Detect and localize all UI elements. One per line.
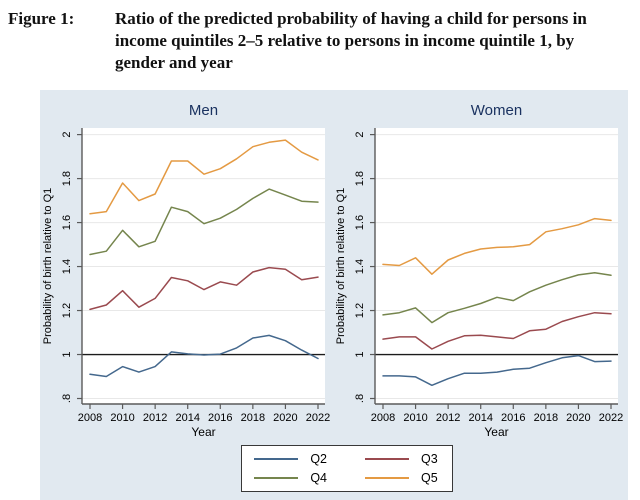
q5-line-swatch [365, 477, 409, 479]
svg-text:1.4: 1.4 [354, 259, 366, 274]
svg-text:1.8: 1.8 [61, 171, 73, 186]
legend-item-q2: Q2 [254, 452, 327, 466]
svg-text:Men: Men [189, 102, 218, 119]
svg-text:1.4: 1.4 [61, 259, 73, 274]
svg-text:1.6: 1.6 [61, 215, 73, 230]
svg-text:1: 1 [61, 351, 73, 357]
figure-title: Ratio of the predicted probability of ha… [115, 8, 628, 74]
svg-text:1.6: 1.6 [354, 215, 366, 230]
svg-text:1.2: 1.2 [354, 303, 366, 318]
figure-caption: Figure 1: Ratio of the predicted probabi… [8, 8, 628, 74]
q2-line-swatch [254, 458, 299, 460]
svg-text:.8: .8 [61, 394, 73, 403]
svg-text:2: 2 [61, 132, 73, 138]
figure-title-line-1: Ratio of the predicted probability of ha… [115, 9, 587, 28]
svg-text:1.2: 1.2 [61, 303, 73, 318]
svg-text:2016: 2016 [501, 412, 525, 424]
men-chart: 2 1.8 1.6 1.4 1.2 1.8 2008 2010 2012 2014 2016 2018… [40, 96, 333, 443]
legend-label-q5: Q5 [421, 471, 438, 485]
svg-text:2022: 2022 [599, 412, 623, 424]
svg-text:2: 2 [354, 132, 366, 138]
figure-label: Figure 1: [8, 9, 75, 28]
svg-text:2020: 2020 [273, 412, 297, 424]
q3-line-swatch [365, 458, 409, 460]
svg-text:2012: 2012 [436, 412, 460, 424]
svg-text:1: 1 [354, 351, 366, 357]
svg-text:Year: Year [191, 425, 215, 439]
women-chart: 2 1.8 1.6 1.4 1.2 1.8 2008 2010 2012 2014 2016 2018… [333, 96, 626, 443]
legend-label-q4: Q4 [310, 471, 327, 485]
legend: Q2 Q3 Q4 Q5 [241, 445, 453, 492]
svg-text:2022: 2022 [306, 412, 330, 424]
figure-title-line-3: gender and year [115, 53, 233, 72]
legend-item-q4: Q4 [254, 471, 327, 485]
figure-area: 2 1.8 1.6 1.4 1.2 1.8 2008 2010 2012 2014 2016 2018… [40, 90, 628, 500]
svg-text:Year: Year [484, 425, 508, 439]
svg-text:2012: 2012 [143, 412, 167, 424]
q4-line-swatch [254, 477, 299, 479]
svg-text:2018: 2018 [534, 412, 558, 424]
svg-text:2010: 2010 [110, 412, 134, 424]
svg-text:2016: 2016 [208, 412, 232, 424]
svg-text:2008: 2008 [371, 412, 395, 424]
svg-text:2014: 2014 [175, 412, 199, 424]
chart-panels: 2 1.8 1.6 1.4 1.2 1.8 2008 2010 2012 2014 2016 2018… [40, 90, 628, 443]
svg-text:2020: 2020 [566, 412, 590, 424]
legend-item-q5: Q5 [365, 471, 438, 485]
legend-label-q2: Q2 [310, 452, 327, 466]
svg-text:1.8: 1.8 [354, 171, 366, 186]
svg-text:Probability of birth relative: Probability of birth relative to Q1 [335, 188, 347, 345]
svg-text:Probability of birth relative: Probability of birth relative to Q1 [42, 188, 54, 345]
svg-text:.8: .8 [354, 394, 366, 403]
svg-text:2014: 2014 [468, 412, 492, 424]
legend-label-q3: Q3 [421, 452, 438, 466]
svg-text:2008: 2008 [78, 412, 102, 424]
legend-item-q3: Q3 [365, 452, 438, 466]
svg-text:Women: Women [471, 102, 522, 119]
svg-text:2010: 2010 [403, 412, 427, 424]
figure-title-line-2: income quintiles 2–5 relative to persons… [115, 31, 575, 50]
svg-text:2018: 2018 [241, 412, 265, 424]
